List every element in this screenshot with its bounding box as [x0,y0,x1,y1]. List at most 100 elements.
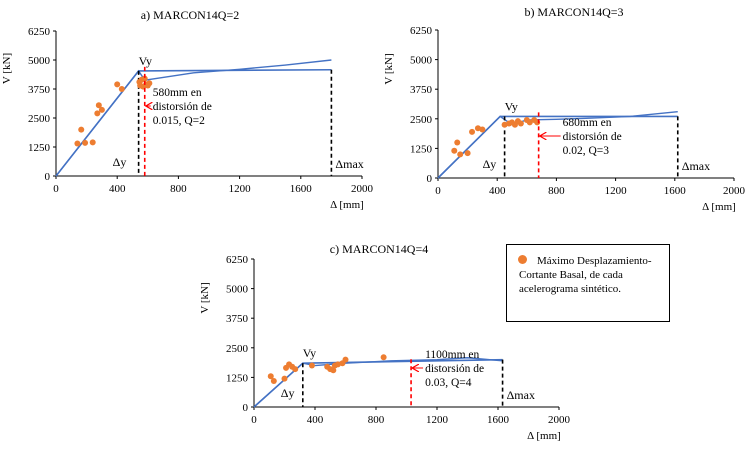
data-point [464,150,471,157]
x-tick-label: 1200 [426,414,449,426]
yield-displacement-label: Δy [281,386,295,400]
data-point [89,139,96,146]
chart-panel-2: b) MARCON14Q=3 0 1250 2500 3750 5000 6250 0 400 8… [383,5,746,213]
x-axis-label: Δ [mm] [527,430,561,442]
demand-note-line: 0.03, Q=4 [425,377,472,389]
demand-note-line: distorsión de [425,363,484,375]
x-tick-label: 1600 [487,414,510,426]
demand-note-line: 0.02, Q=3 [563,145,610,157]
data-point [74,140,81,147]
capacity-curve [437,110,678,179]
y-axis-label: V [kN] [1,53,13,84]
y-tick-label: 2500 [226,343,249,355]
chart-title: c) MARCON14Q=4 [330,242,428,256]
demand-note-line: 0.015, Q=2 [153,115,205,127]
x-tick-label: 400 [489,185,506,197]
capacity-curve [55,59,332,177]
y-tick-label: 6250 [226,254,249,266]
chart-title: b) MARCON14Q=3 [524,5,623,19]
y-tick-label: 2500 [28,113,51,125]
data-point [308,362,315,369]
x-tick-label: 1200 [229,183,252,195]
y-tick-label: 3750 [226,313,249,325]
data-point [469,128,476,135]
demand-note-line: 1100mm en [425,349,479,361]
x-tick-label: 0 [435,185,441,197]
chart-title: a) MARCON14Q=2 [141,8,239,22]
yield-shear-label: Vy [139,54,152,68]
y-axis-label: V [kN] [199,282,211,313]
y-tick-label: 5000 [410,55,433,67]
legend-marker [518,255,527,264]
data-point [78,126,85,133]
y-tick-label: 0 [45,171,51,183]
yield-shear-label: Vy [505,99,518,113]
demand-note-line: distorsión de [153,101,212,113]
y-tick-label: 1250 [410,143,433,155]
chart-panel-3: c) MARCON14Q=4 0 1250 2500 3750 5000 6250 0 400 8… [199,242,571,442]
yield-displacement-label: Δy [483,157,497,171]
x-tick-label: 2000 [351,183,374,195]
x-tick-label: 2000 [723,185,746,197]
legend-text: Máximo Desplazamiento-Cortante Basal, de… [519,255,652,295]
bilinear-curve [437,115,678,179]
data-point [146,80,153,87]
y-tick-label: 5000 [28,55,51,67]
y-tick-label: 6250 [410,25,433,37]
x-axis-label: Δ [mm] [330,199,364,211]
demand-note-line: 580mm en [153,87,202,99]
demand-note-line: distorsión de [563,131,622,143]
data-point [94,110,101,117]
y-tick-label: 0 [243,402,249,414]
data-point [281,375,288,382]
x-tick-label: 800 [548,185,565,197]
data-point [267,373,274,380]
x-axis-label: Δ [mm] [702,201,736,213]
x-tick-label: 400 [109,183,126,195]
y-tick-label: 0 [427,173,433,185]
y-tick-label: 1250 [226,372,249,384]
legend-box: Máximo Desplazamiento-Cortante Basal, de… [506,244,670,322]
x-tick-label: 400 [307,414,324,426]
data-point [526,119,533,126]
y-axis-label: V [kN] [383,53,395,84]
x-tick-label: 0 [251,414,257,426]
x-tick-label: 1600 [290,183,313,195]
x-tick-label: 800 [368,414,385,426]
x-tick-label: 1200 [605,185,628,197]
data-point [454,139,461,146]
data-point [114,81,121,88]
y-tick-label: 5000 [226,284,249,296]
yield-displacement-label: Δy [113,155,127,169]
data-point [451,147,458,154]
x-tick-label: 2000 [548,414,571,426]
data-point [330,367,337,374]
yield-shear-label: Vy [303,346,316,360]
dmax-label: Δmax [335,157,363,171]
data-point [82,139,89,146]
data-point [95,102,102,109]
data-point [98,106,105,113]
x-tick-label: 800 [170,183,187,195]
y-tick-label: 6250 [28,26,51,38]
data-point [118,86,125,92]
dmax-label: Δmax [507,388,535,402]
data-point [270,377,277,384]
y-tick-label: 2500 [410,114,433,126]
x-tick-label: 0 [53,183,59,195]
y-tick-label: 1250 [28,142,51,154]
chart-panel-1: a) MARCON14Q=2 0 1250 2500 3750 5000 6250 0 400 8… [1,8,374,211]
data-point [479,126,486,133]
data-point [517,120,524,127]
data-point [457,151,464,158]
y-tick-label: 3750 [410,84,433,96]
data-point [334,361,341,368]
data-point [141,75,148,82]
data-point [342,356,349,363]
dmax-label: Δmax [682,159,710,173]
y-tick-label: 3750 [28,84,51,96]
data-point [292,366,299,373]
data-point [380,354,387,361]
x-tick-label: 1600 [664,185,687,197]
